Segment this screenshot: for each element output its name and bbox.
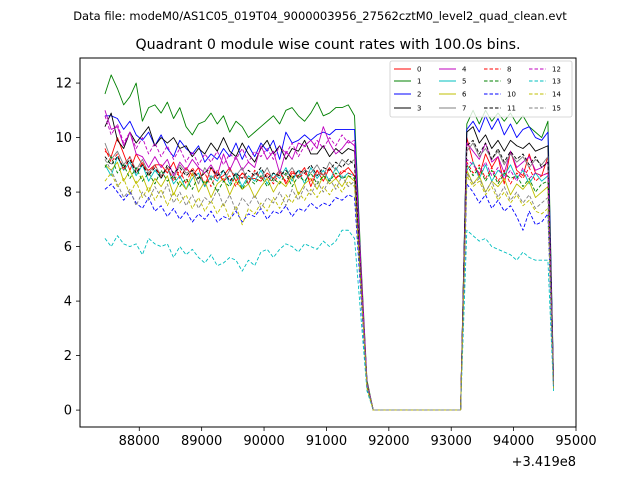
x-offset-label: +3.419e8 — [512, 455, 576, 470]
y-tick-label: 4 — [64, 295, 72, 310]
legend-label-6: 6 — [462, 91, 467, 99]
y-tick-label: 0 — [64, 404, 72, 419]
plot-frame — [79, 57, 577, 428]
x-tick-label: 92000 — [368, 434, 409, 449]
series-line-6 — [104, 161, 554, 411]
series-line-9 — [104, 156, 554, 411]
x-tick-label: 88000 — [119, 434, 160, 449]
series-line-7 — [104, 142, 554, 411]
legend-label-3: 3 — [417, 105, 421, 113]
series-line-10 — [104, 183, 554, 411]
legend-label-14: 14 — [552, 91, 561, 99]
y-tick-label: 2 — [64, 349, 72, 364]
x-axis: 88000 89000 90000 91000 92000 93000 94000 95000 — [119, 427, 597, 449]
x-tick-label: 94000 — [493, 434, 534, 449]
series-line-13 — [104, 229, 554, 411]
legend-box — [389, 60, 573, 118]
legend-label-13: 13 — [552, 78, 561, 86]
legend-label-0: 0 — [417, 66, 421, 74]
x-tick-label: 91000 — [306, 434, 347, 449]
legend-label-1: 1 — [417, 78, 421, 86]
x-tick-label: 89000 — [181, 434, 222, 449]
series-line-14 — [104, 172, 554, 411]
series-line-8 — [104, 148, 554, 411]
x-tick-label: 93000 — [431, 434, 472, 449]
legend-label-2: 2 — [417, 91, 421, 99]
legend-label-11: 11 — [507, 105, 516, 113]
legend-label-15: 15 — [552, 105, 561, 113]
y-tick-label: 10 — [55, 131, 72, 146]
series-line-12 — [104, 115, 554, 411]
y-axis: 0 2 4 6 8 10 12 — [55, 77, 80, 419]
x-tick-label: 90000 — [243, 434, 284, 449]
legend-label-12: 12 — [552, 66, 561, 74]
series-line-2 — [104, 115, 554, 411]
legend-label-9: 9 — [507, 78, 511, 86]
chart-title: Quadrant 0 module wise count rates with … — [135, 37, 520, 53]
legend-label-5: 5 — [462, 78, 466, 86]
y-tick-label: 8 — [64, 186, 72, 201]
legend-label-10: 10 — [507, 91, 516, 99]
series-lines — [104, 74, 554, 411]
legend-label-8: 8 — [507, 66, 511, 74]
legend-label-4: 4 — [462, 66, 467, 74]
suptitle: Data file: modeM0/AS1C05_019T04_90000039… — [73, 9, 567, 23]
series-line-4 — [104, 110, 554, 411]
y-tick-label: 6 — [64, 240, 72, 255]
series-line-1 — [104, 74, 554, 411]
x-tick-label: 95000 — [555, 434, 596, 449]
series-line-15 — [104, 159, 554, 411]
series-line-3 — [104, 112, 554, 411]
y-tick-label: 12 — [55, 77, 72, 92]
legend-label-7: 7 — [462, 105, 466, 113]
series-line-11 — [104, 139, 554, 411]
